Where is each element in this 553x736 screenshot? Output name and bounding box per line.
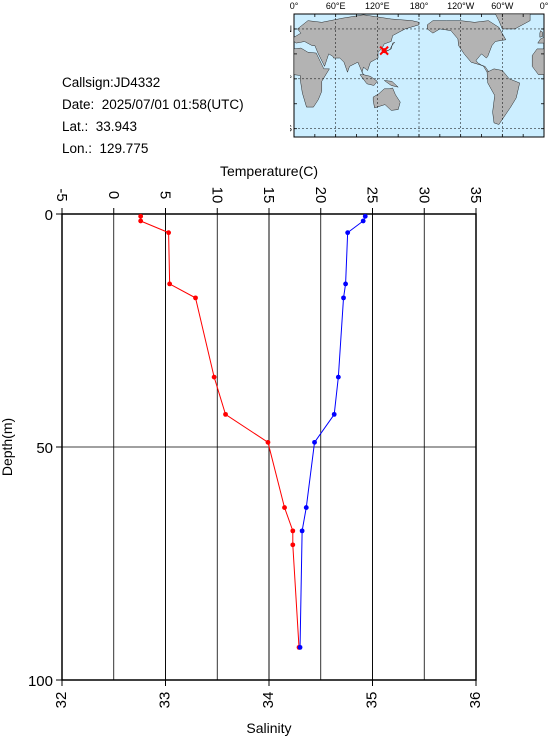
salinity-tick-label: 34 bbox=[260, 692, 277, 709]
temperature-point bbox=[331, 411, 337, 417]
salinity-point bbox=[211, 374, 217, 380]
latitude-text: Lat.: 33.943 bbox=[62, 119, 138, 134]
salinity-profile-line bbox=[140, 216, 300, 648]
map-lon-label: 0° bbox=[540, 1, 549, 11]
temperature-point bbox=[362, 213, 368, 219]
top-axis-label: Temperature(C) bbox=[220, 163, 318, 179]
land-shape bbox=[427, 20, 507, 73]
map-lon-label: 180° bbox=[410, 1, 429, 11]
depth-tick-label: 0 bbox=[45, 207, 53, 224]
salinity-point bbox=[138, 213, 144, 219]
salinity-point bbox=[193, 295, 198, 301]
map-lon-label: 120°W bbox=[447, 1, 475, 11]
land-shape bbox=[293, 14, 420, 79]
salinity-tick-label: 33 bbox=[156, 692, 173, 709]
temperature-tick-label: 20 bbox=[312, 187, 329, 204]
y-axis-label: Depth(m) bbox=[0, 418, 15, 476]
map-lon-label: 120°E bbox=[365, 1, 390, 11]
temperature-point bbox=[343, 281, 348, 287]
salinity-tick-label: 35 bbox=[363, 692, 380, 709]
salinity-point bbox=[138, 218, 144, 224]
salinity-point bbox=[166, 230, 172, 236]
temperature-tick-label: 15 bbox=[260, 187, 277, 204]
map-lon-label: 60°E bbox=[326, 1, 346, 11]
land-shape bbox=[539, 30, 543, 38]
temperature-tick-label: 0 bbox=[105, 191, 122, 199]
salinity-point bbox=[265, 439, 271, 445]
station-info: Callsign:JD4332 Date: 2025/07/01 01:58(U… bbox=[62, 72, 244, 160]
temperature-tick-label: -5 bbox=[53, 188, 70, 201]
location-map: 0° 60°E 120°E 180° 120°W 60°W 0° 60°N 0° 60°S bbox=[290, 1, 549, 138]
temperature-point bbox=[345, 230, 351, 236]
salinity-tick-label: 32 bbox=[53, 692, 70, 709]
map-lat-label: 0° bbox=[290, 74, 292, 84]
map-lat-label: 60°N bbox=[290, 24, 292, 34]
longitude-text: Lon.: 129.775 bbox=[62, 141, 149, 156]
salinity-tick-label: 36 bbox=[467, 692, 484, 709]
map-lon-label: 60°W bbox=[491, 1, 514, 11]
temperature-point bbox=[312, 439, 317, 445]
temperature-tick-label: 25 bbox=[364, 187, 381, 204]
depth-tick-label: 100 bbox=[28, 673, 53, 690]
temperature-point bbox=[297, 644, 303, 650]
land-shape bbox=[537, 36, 545, 44]
map-land bbox=[293, 13, 545, 138]
temperature-tick-label: 5 bbox=[157, 191, 174, 199]
salinity-point bbox=[290, 528, 296, 534]
temperature-point bbox=[303, 505, 309, 510]
date-text: Date: 2025/07/01 01:58(UTC) bbox=[62, 97, 244, 112]
map-lat-label: 60°S bbox=[290, 124, 292, 134]
land-shape bbox=[383, 80, 399, 88]
land-shape bbox=[372, 87, 401, 111]
temperature-profile-line bbox=[299, 216, 366, 648]
temperature-point bbox=[360, 218, 366, 224]
land-shape bbox=[531, 48, 545, 75]
temperature-tick-label: 30 bbox=[415, 187, 432, 204]
temperature-point bbox=[335, 374, 341, 380]
station-marker-dot bbox=[381, 48, 387, 54]
temperature-point bbox=[341, 295, 346, 301]
bottom-axis-label: Salinity bbox=[246, 720, 291, 736]
salinity-point bbox=[223, 411, 228, 417]
temperature-point bbox=[299, 528, 305, 534]
temperature-tick-label: 10 bbox=[208, 187, 225, 204]
land-shape bbox=[293, 47, 330, 108]
depth-tick-label: 50 bbox=[36, 440, 53, 457]
temperature-tick-label: 35 bbox=[467, 187, 484, 204]
salinity-point bbox=[167, 281, 173, 287]
salinity-point bbox=[290, 542, 296, 548]
callsign-text: Callsign:JD4332 bbox=[62, 75, 161, 90]
map-lon-label: 0° bbox=[290, 1, 299, 11]
land-shape bbox=[359, 74, 378, 86]
salinity-point bbox=[282, 505, 287, 510]
